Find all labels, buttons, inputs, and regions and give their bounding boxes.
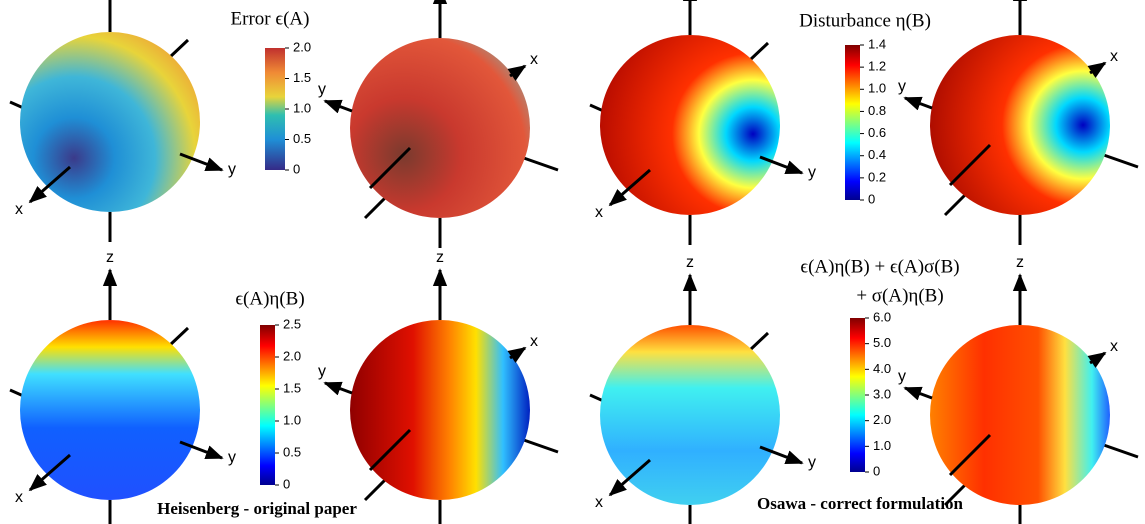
axis-line (748, 331, 770, 352)
axis-label: y (808, 454, 816, 471)
axis-label: y (898, 78, 906, 95)
axis-label: z (436, 249, 444, 266)
colorbar-tick-label: 0 (868, 191, 875, 206)
colorbar-tick-label: 6.0 (873, 309, 891, 324)
colorbar-tick-label: 1.2 (868, 59, 886, 74)
axis-line (28, 165, 71, 204)
axis-label: y (318, 363, 326, 380)
axis-line (943, 193, 967, 217)
axis-line (179, 440, 224, 460)
colorbar-tick-label: 0.5 (283, 444, 301, 459)
colorbar-tick-label: 2.5 (283, 316, 301, 331)
axis-line (363, 478, 387, 502)
sphere (600, 35, 780, 215)
axis-line (507, 64, 527, 81)
panel-title: ϵ(A)η(B) + ϵ(A)σ(B) (800, 256, 959, 277)
axis-line (943, 483, 967, 507)
axis-line (168, 38, 190, 59)
colorbar-tick-label: 2.0 (873, 412, 891, 427)
axis-label: y (898, 368, 906, 385)
sphere (350, 38, 530, 218)
colorbar-tick-label: 0.2 (868, 169, 886, 184)
axis-label: y (808, 164, 816, 181)
axis-line (323, 99, 353, 114)
axis-label: x (595, 204, 603, 221)
colorbar-tick-label: 0 (283, 476, 290, 491)
axis-line (368, 428, 412, 472)
axis-line (168, 326, 190, 347)
axis-label: z (1016, 254, 1024, 271)
axis-label: x (1110, 338, 1118, 355)
colorbar-tick-label: 0.8 (868, 103, 886, 118)
colorbar (850, 318, 865, 472)
axis-label: z (106, 249, 114, 266)
axis-label: y (228, 161, 236, 178)
axis-label: z (686, 254, 694, 271)
axis-label: y (318, 81, 326, 98)
axis-line (363, 196, 387, 220)
panel-title: + σ(A)η(B) (856, 285, 943, 306)
axis-line (948, 433, 992, 477)
colorbar-tick-label: 4.0 (873, 361, 891, 376)
sphere (930, 35, 1110, 215)
colorbar-tick-label: 3.0 (873, 386, 891, 401)
sphere (350, 320, 530, 500)
colorbar-tick-label: 0.5 (293, 131, 311, 146)
axis-line (28, 453, 71, 492)
colorbar-tick-label: 0.4 (868, 147, 886, 162)
axis-line (759, 155, 804, 175)
colorbar-tick-label: 1.0 (873, 438, 891, 453)
axis-label: x (1110, 48, 1118, 65)
colorbar-tick-label: 1.0 (868, 81, 886, 96)
colorbar-tick-label: 2.0 (293, 39, 311, 54)
colorbar (845, 45, 860, 200)
colorbar-tick-label: 2.0 (283, 348, 301, 363)
colorbar-tick-label: 1.5 (293, 70, 311, 85)
caption: Heisenberg - original paper (157, 499, 357, 518)
axis-label: y (228, 449, 236, 466)
sphere (600, 325, 780, 505)
axis-line (323, 381, 353, 396)
axis-line (608, 458, 651, 497)
panel-title: ϵ(A)η(B) (235, 288, 304, 309)
axis-line (759, 445, 804, 465)
colorbar-tick-label: 1.0 (283, 412, 301, 427)
colorbar (260, 325, 275, 485)
colorbar-tick-label: 1.5 (283, 380, 301, 395)
axis-line (948, 143, 992, 187)
sphere (20, 320, 200, 500)
panel-title: Error ϵ(A) (231, 8, 310, 29)
axis-line (1087, 61, 1107, 78)
colorbar-tick-label: 1.0 (293, 100, 311, 115)
colorbar (265, 48, 285, 170)
caption: Osawa - correct formulation (757, 494, 964, 513)
axis-line (1087, 351, 1107, 368)
colorbar-tick-label: 5.0 (873, 335, 891, 350)
colorbar-tick-label: 0 (873, 463, 880, 478)
colorbar-tick-label: 0.6 (868, 125, 886, 140)
axis-line (903, 386, 933, 401)
panel-title: Disturbance η(B) (799, 10, 931, 31)
axis-line (608, 168, 651, 207)
sphere (20, 32, 200, 212)
axis-line (507, 346, 527, 363)
colorbar-tick-label: 0 (293, 161, 300, 176)
axis-line (179, 152, 224, 172)
axis-line (748, 41, 770, 62)
axis-label: x (595, 494, 603, 511)
sphere (930, 325, 1110, 505)
colorbar-tick-label: 1.4 (868, 36, 886, 51)
axis-label: x (15, 489, 23, 506)
axis-label: x (530, 51, 538, 68)
axis-line (368, 146, 412, 190)
axis-line (903, 96, 933, 111)
axis-label: x (530, 333, 538, 350)
axis-label: x (15, 201, 23, 218)
